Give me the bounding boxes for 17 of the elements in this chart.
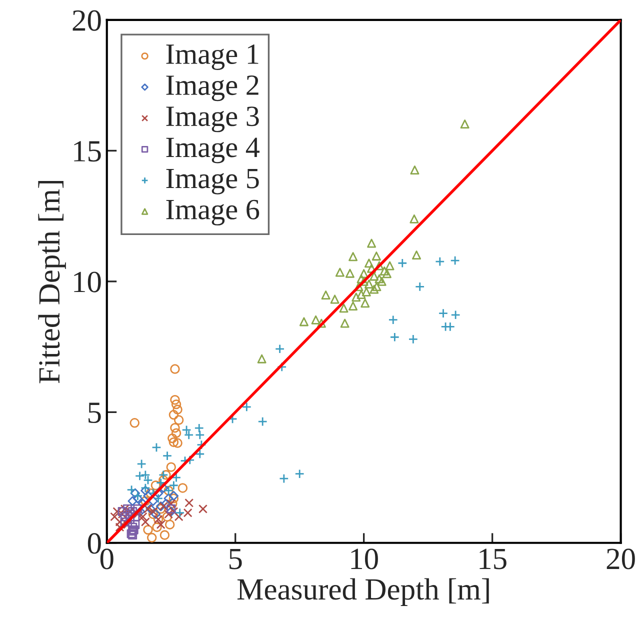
- y-tick-label: 10: [74, 272, 101, 292]
- legend-label: Image 4: [166, 138, 260, 164]
- legend-label: Image 3: [166, 106, 259, 132]
- x-tick-label: 10: [351, 548, 378, 570]
- legend-label: Image 6: [166, 200, 260, 226]
- y-axis-title: Fitted Depth [m]: [38, 181, 66, 384]
- y-tick-label: 0: [88, 533, 101, 554]
- x-tick-label: 20: [606, 548, 635, 570]
- legend-label: Image 2: [166, 75, 258, 102]
- y-tick-label: 20: [72, 10, 101, 31]
- x-axis-title: Measured Depth [m]: [237, 578, 489, 606]
- y-tick-label: 5: [88, 402, 101, 424]
- y-tick-label: 15: [74, 141, 101, 162]
- legend-label: Image 1: [166, 44, 258, 70]
- x-tick-label: 15: [480, 548, 506, 570]
- x-tick-label: 5: [229, 548, 242, 570]
- legend-label: Image 5: [166, 168, 259, 194]
